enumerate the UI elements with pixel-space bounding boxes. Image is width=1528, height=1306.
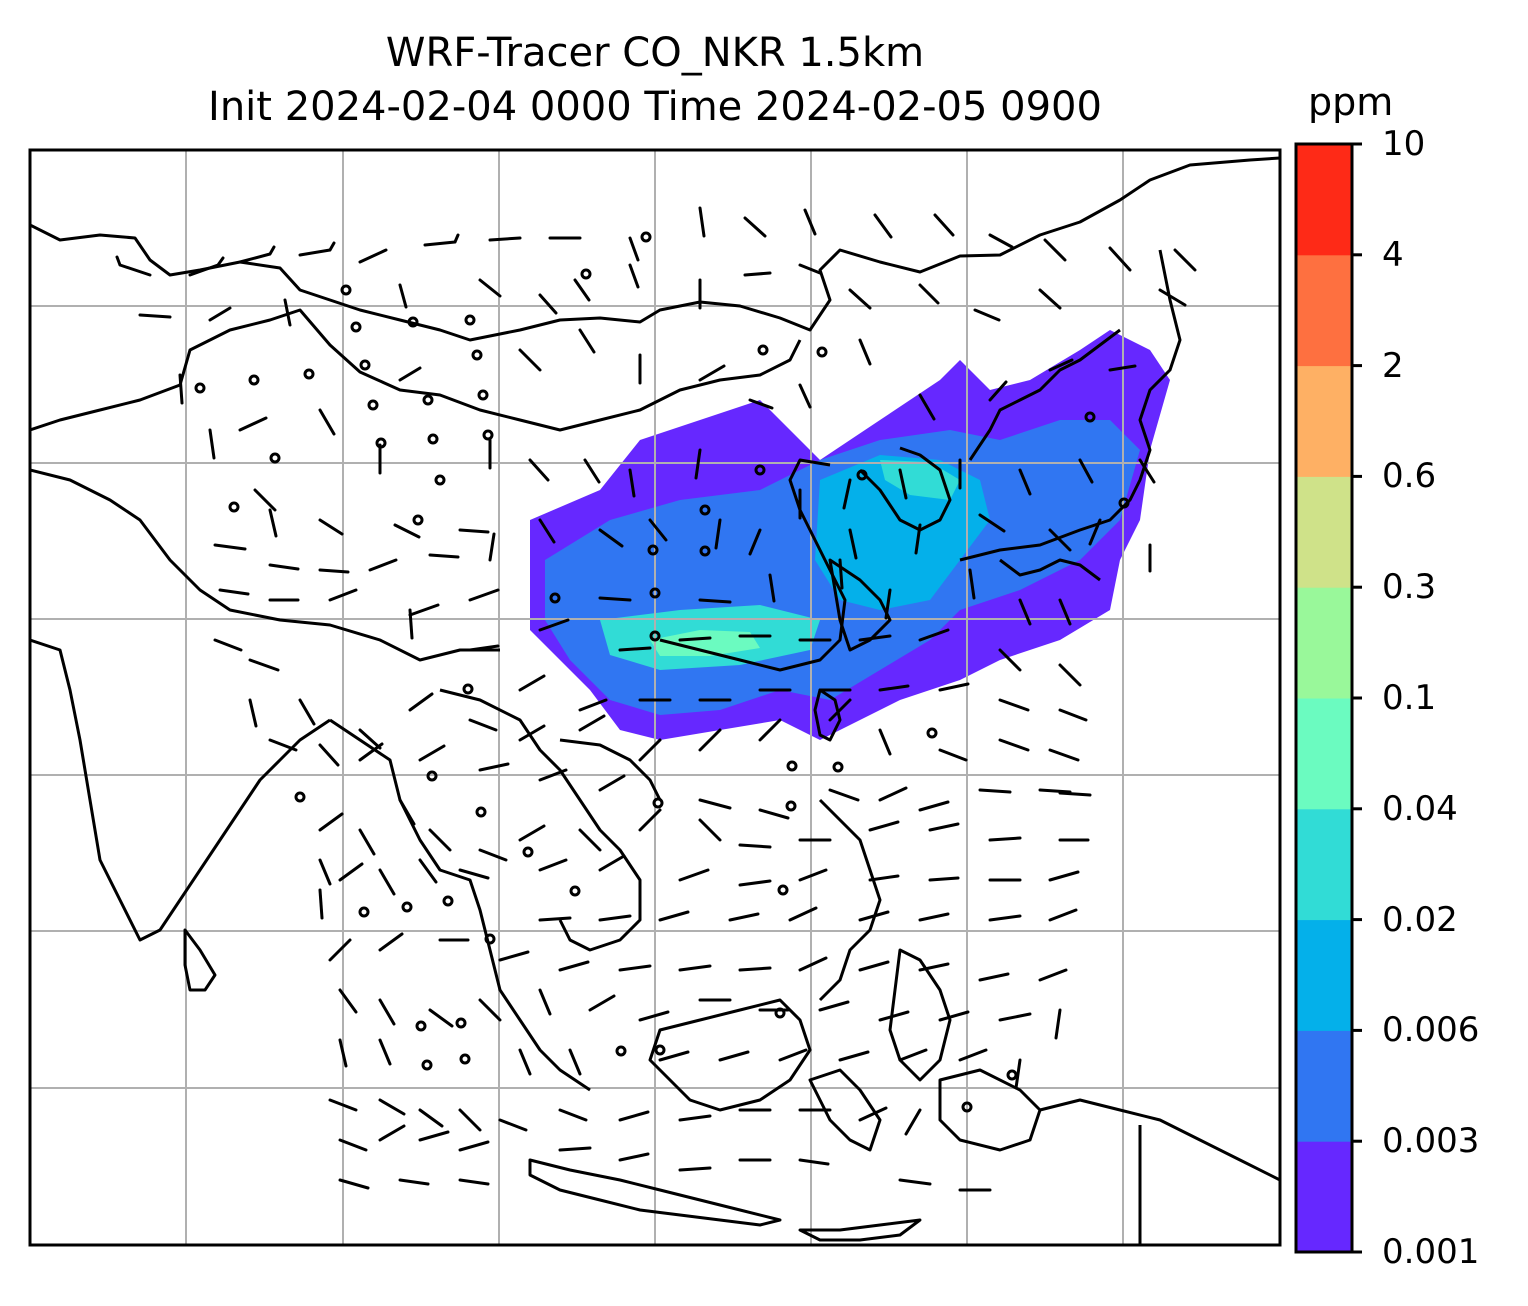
colorbar-segment [1296, 476, 1352, 588]
title-line-1: WRF-Tracer CO_NKR 1.5km [385, 30, 925, 76]
calm-markers [194, 231, 1130, 1113]
coastlines [30, 156, 1280, 1245]
gridlines [30, 150, 1280, 1245]
map-panel [28, 148, 1282, 1247]
colorbar-segment [1296, 587, 1352, 699]
colorbar-tick-label: 0.02 [1382, 899, 1458, 940]
colorbar [1294, 142, 1362, 1254]
colorbar-tick-label: 0.1 [1382, 678, 1437, 718]
colorbar-tick-label: 0.003 [1382, 1121, 1480, 1162]
colorbar-tick-label: 0.3 [1382, 567, 1437, 608]
colorbar-segment [1296, 1141, 1352, 1253]
colorbar-tick-label: 2 [1382, 345, 1404, 386]
title-line-2: Init 2024-02-04 0000 Time 2024-02-05 090… [208, 84, 1102, 130]
colorbar-segment [1296, 698, 1352, 810]
wind-barbs [115, 206, 1197, 1192]
colorbar-segment [1296, 808, 1352, 921]
plume-layer-5 [650, 630, 760, 656]
colorbar-tick-label: 0.6 [1382, 456, 1437, 497]
colorbar-segment [1296, 919, 1352, 1031]
colorbar-unit-label: ppm [1308, 80, 1394, 124]
colorbar-tick-label: 10 [1382, 124, 1426, 164]
colorbar-segment [1296, 365, 1352, 477]
colorbar-tick-label: 0.001 [1382, 1232, 1480, 1272]
colorbar-segment [1296, 1030, 1352, 1142]
colorbar-segment [1296, 254, 1352, 367]
map-frame [28, 148, 1282, 1247]
colorbar-tick-label: 0.04 [1382, 788, 1458, 829]
colorbar-tick-label: 0.006 [1382, 1010, 1480, 1051]
colorbar-ticks [1352, 142, 1362, 1254]
colorbar-segment [1296, 144, 1352, 256]
colorbar-segments [1296, 144, 1352, 1253]
colorbar-tick-label: 4 [1382, 234, 1404, 275]
